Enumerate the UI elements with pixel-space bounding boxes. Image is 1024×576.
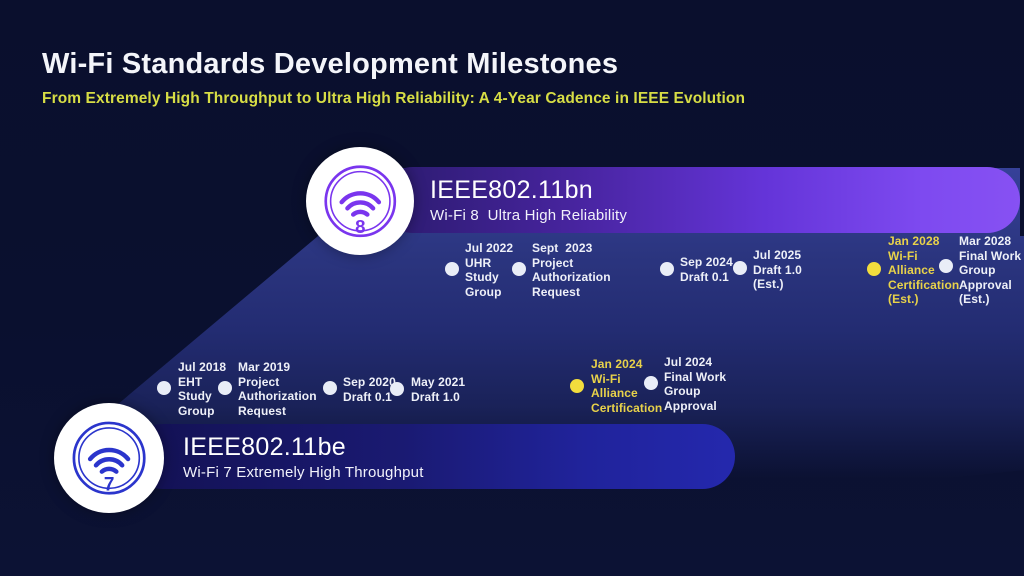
- milestone-dot: [939, 259, 953, 273]
- milestone-dot: [644, 376, 658, 390]
- svg-text:7: 7: [104, 474, 115, 495]
- milestone-dot: [157, 381, 171, 395]
- milestone-dot: [390, 382, 404, 396]
- band-wifi7-standard: IEEE802.11be: [183, 433, 346, 461]
- milestone-dot: [660, 262, 674, 276]
- page-subtitle: From Extremely High Throughput to Ultra …: [42, 90, 746, 107]
- wifi-7-badge: 7: [54, 403, 164, 513]
- svg-text:8: 8: [355, 216, 365, 237]
- band-wifi8-generation: Wi-Fi 8 Ultra High Reliability: [430, 207, 628, 224]
- band-wifi7: IEEE802.11be Wi-Fi 7 Extremely High Thro…: [130, 424, 735, 489]
- page-title: Wi-Fi Standards Development Milestones: [42, 48, 619, 80]
- band-wifi8-standard: IEEE802.11bn: [430, 176, 593, 204]
- milestone-dot: [445, 262, 459, 276]
- band-wifi7-generation: Wi-Fi 7 Extremely High Throughput: [183, 464, 424, 481]
- wifi-8-icon: 8: [324, 165, 396, 237]
- milestone-dot: [733, 261, 747, 275]
- milestone-dot-highlight: [570, 379, 584, 393]
- milestone-dot: [218, 381, 232, 395]
- band-wifi8: IEEE802.11bn Wi-Fi 8 Ultra High Reliabil…: [380, 167, 1020, 233]
- header: Wi-Fi Standards Development Milestones F…: [42, 48, 745, 108]
- milestone-dot: [512, 262, 526, 276]
- milestone-dot: [323, 381, 337, 395]
- wifi-8-badge: 8: [306, 147, 414, 255]
- milestone-dot-highlight: [867, 262, 881, 276]
- wifi-7-icon: 7: [72, 421, 146, 495]
